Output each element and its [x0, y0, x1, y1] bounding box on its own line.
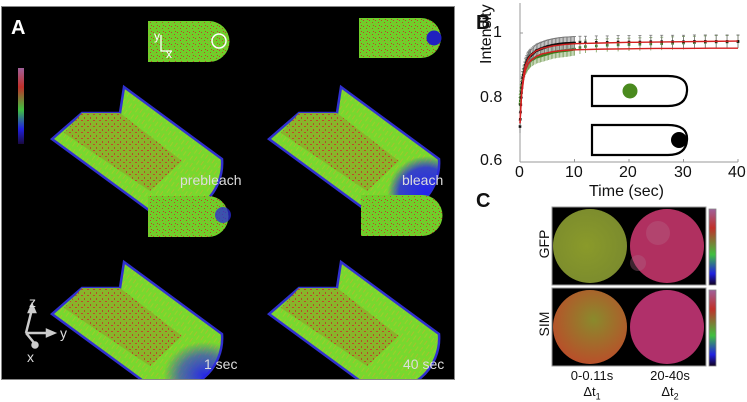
axis-z-label: z: [29, 294, 36, 310]
fit-curve: [519, 40, 739, 124]
panel-b-letter: B: [476, 12, 491, 34]
col-label-dt2: Δt2: [630, 384, 710, 402]
xyz-axes-icon: [24, 301, 58, 349]
sim-colorbar: [708, 289, 717, 367]
panel-a-svg: [18, 18, 443, 379]
label-1sec: 1 sec: [204, 356, 238, 372]
inset-x-label: x: [166, 47, 172, 61]
sim-map-dt1: [553, 290, 627, 364]
inset-y-label: y: [154, 29, 160, 43]
axis-y-label: y: [60, 325, 67, 341]
label-40sec: 40 sec: [403, 356, 445, 372]
delta-t-text: Δt: [661, 384, 674, 399]
cell-3d-1sec: [50, 260, 224, 379]
label-prebleach: prebleach: [180, 172, 242, 188]
legend-center-bleach: [590, 74, 689, 108]
label-bleach: bleach: [402, 172, 444, 188]
axis-x-label: x: [27, 349, 34, 365]
inset-prebleach: [148, 21, 230, 62]
data-point: [578, 35, 582, 50]
frap-recovery-chart: [518, 3, 740, 163]
delta-t-sub: 1: [595, 391, 601, 402]
row-label-sim: SIM: [536, 311, 552, 337]
delta-t-text: Δt: [583, 384, 596, 399]
panel-c-maps: [551, 206, 717, 367]
panel-a-frap-3d-renders: A y x z y x prebleach bleach 1 sec 40 se…: [1, 6, 455, 380]
xtick-40: 40: [728, 164, 746, 181]
gfp-colorbar: [708, 208, 717, 286]
xtick-30: 30: [674, 164, 692, 181]
fit-curve: [519, 47, 738, 124]
cell-3d-bleach: [267, 85, 441, 217]
xtick-0: 0: [515, 164, 524, 181]
panel-a-letter: A: [11, 17, 26, 39]
ytick-0.6: 0.6: [480, 152, 503, 169]
sim-map-dt2: [630, 290, 704, 364]
xy-axes-icon: [160, 35, 172, 52]
ytick-0.8: 0.8: [480, 89, 503, 106]
gfp-map-dt2: [630, 209, 704, 283]
inset-40sec: [361, 195, 443, 236]
inset-1sec: [148, 196, 231, 237]
legend-tip-bleach: [590, 123, 689, 157]
ytick-1: 1: [493, 24, 502, 41]
data-point: [594, 35, 598, 49]
xtick-10: 10: [565, 164, 583, 181]
cell-3d-prebleach: [50, 85, 224, 217]
panel-c-letter: C: [476, 190, 491, 212]
x-axis-label: Time (sec): [589, 183, 664, 200]
data-point: [583, 35, 587, 50]
panel-a-colorbar: [18, 68, 24, 144]
gfp-map-dt1: [553, 209, 627, 283]
bleach-roi-circle: [211, 33, 227, 49]
col-label-dt1-range: 0-0.11s: [570, 368, 614, 383]
inset-bleach: [359, 18, 442, 58]
col-label-dt2-range: 20-40s: [650, 368, 690, 383]
xtick-20: 20: [619, 164, 637, 181]
delta-t-sub: 2: [673, 391, 679, 402]
col-label-dt1: Δt1: [552, 384, 632, 402]
row-label-gfp: GFP: [536, 229, 552, 259]
